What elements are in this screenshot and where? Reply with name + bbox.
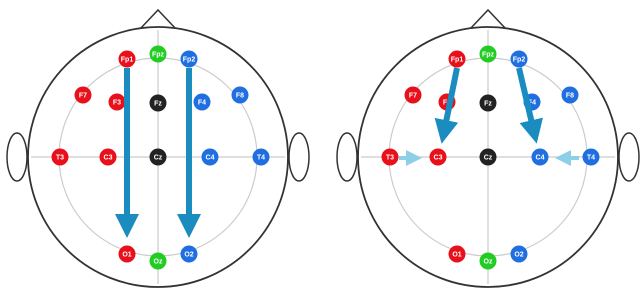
- electrode-label: Oz: [484, 258, 493, 265]
- electrode-label: F7: [409, 92, 417, 99]
- electrode-label: Fp2: [513, 56, 526, 63]
- electrode-label: T3: [386, 154, 394, 161]
- electrode-label: F8: [236, 92, 244, 99]
- electrode-label: F3: [113, 99, 121, 106]
- electrode-label: Fpz: [152, 51, 165, 58]
- ear: [289, 133, 309, 181]
- heads: [7, 10, 639, 287]
- electrode-label: Cz: [154, 154, 163, 161]
- electrode-label: C3: [104, 154, 113, 161]
- electrode-label: Fp2: [183, 56, 196, 63]
- electrode-label: O2: [184, 251, 193, 258]
- electrode-label: C3: [434, 154, 443, 161]
- electrode-label: O1: [452, 251, 461, 258]
- diagram: Fp1 Fpz Fp2 F7 F3 Fz F4 F8 T3 C3 Cz C4 T4 O1 Oz O2 Fp1 Fp…: [0, 0, 643, 290]
- electrode-label: Fz: [154, 100, 162, 107]
- electrode-label: O1: [122, 251, 131, 258]
- electrode-label: F7: [79, 92, 87, 99]
- electrode-label: C4: [206, 154, 215, 161]
- ear: [7, 133, 27, 181]
- electrode-label: Fz: [484, 100, 492, 107]
- electrode-label: T3: [56, 154, 64, 161]
- ear: [619, 133, 639, 181]
- electrode-label: T4: [587, 154, 595, 161]
- electrode-label: C4: [536, 154, 545, 161]
- ear: [337, 133, 357, 181]
- electrode-label: Oz: [154, 258, 163, 265]
- electrode-label: Fpz: [482, 51, 495, 58]
- electrode-label: Cz: [484, 154, 493, 161]
- electrode-label: F8: [566, 92, 574, 99]
- electrode-label: Fp1: [121, 56, 134, 63]
- electrode-label: Fp1: [451, 56, 464, 63]
- electrode-label: T4: [257, 154, 265, 161]
- electrode-label: O2: [514, 251, 523, 258]
- page: {"heads": [ {"electrodes": [{"label": "F…: [0, 0, 643, 290]
- electrode-label: F4: [198, 99, 206, 106]
